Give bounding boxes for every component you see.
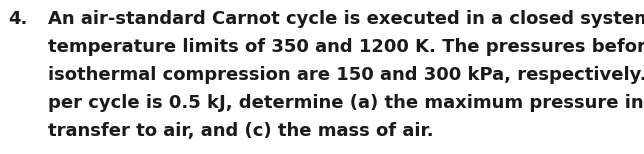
Text: temperature limits of 350 and 1200 K. The pressures before and after the: temperature limits of 350 and 1200 K. Th… <box>48 38 644 56</box>
Text: transfer to air, and (c) the mass of air.: transfer to air, and (c) the mass of air… <box>48 122 433 140</box>
Text: An air-standard Carnot cycle is executed in a closed system between the: An air-standard Carnot cycle is executed… <box>48 10 644 28</box>
Text: 4.: 4. <box>8 10 28 28</box>
Text: per cycle is 0.5 kJ, determine (a) the maximum pressure in the cycle, (b) the he: per cycle is 0.5 kJ, determine (a) the m… <box>48 94 644 112</box>
Text: isothermal compression are 150 and 300 kPa, respectively. If the net work output: isothermal compression are 150 and 300 k… <box>48 66 644 84</box>
